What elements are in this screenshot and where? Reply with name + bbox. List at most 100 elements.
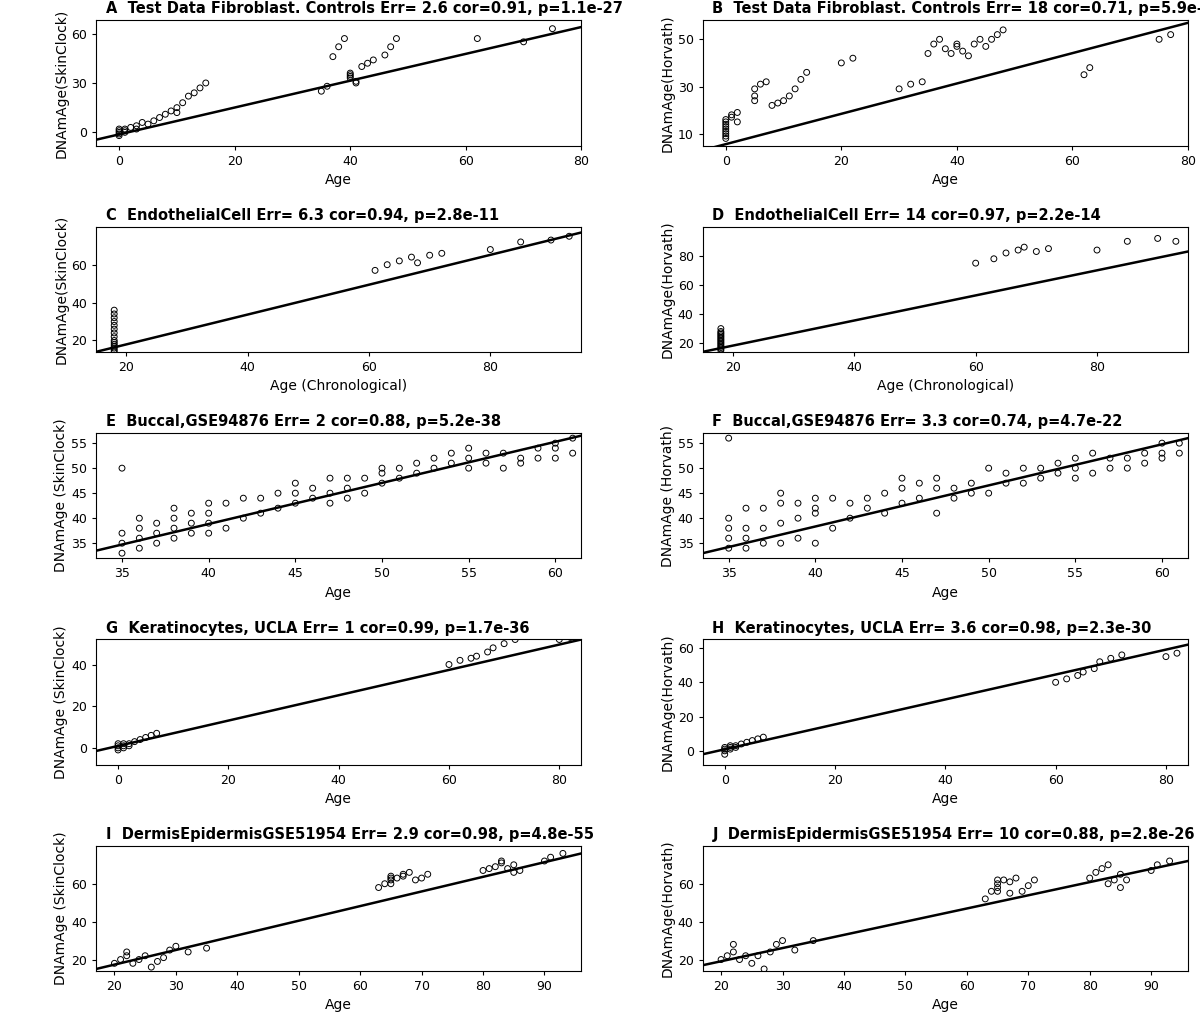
Point	[976, 891, 995, 908]
Point	[546, 450, 565, 466]
Point	[142, 959, 161, 975]
Point	[1014, 475, 1033, 492]
Text: B  Test Data Fibroblast. Controls Err= 18 cor=0.71, p=5.9e-12: B Test Data Fibroblast. Controls Err= 18…	[713, 1, 1200, 16]
Point	[788, 530, 808, 547]
Point	[104, 314, 124, 330]
Point	[347, 74, 366, 90]
Point	[164, 500, 184, 516]
Point	[785, 942, 804, 959]
Point	[136, 947, 155, 964]
Point	[179, 943, 198, 960]
Point	[130, 520, 149, 537]
Point	[712, 332, 731, 349]
Point	[181, 515, 200, 531]
Text: H  Keratinocytes, UCLA Err= 3.6 cor=0.98, p=2.3e-30: H Keratinocytes, UCLA Err= 3.6 cor=0.98,…	[713, 620, 1152, 636]
Point	[1098, 856, 1117, 873]
Point	[528, 450, 547, 466]
Point	[104, 317, 124, 333]
Point	[996, 245, 1015, 262]
Point	[115, 121, 134, 137]
Point	[1092, 861, 1111, 877]
Point	[727, 113, 746, 130]
Point	[712, 325, 731, 341]
Point	[832, 55, 851, 72]
Point	[442, 455, 461, 471]
Point	[341, 66, 360, 83]
Point	[468, 31, 487, 47]
Point	[858, 490, 877, 506]
Point	[716, 124, 736, 140]
Point	[788, 510, 808, 526]
Point	[120, 738, 139, 754]
Point	[716, 130, 736, 146]
Point	[918, 45, 937, 61]
Point	[1001, 874, 1020, 890]
Point	[928, 505, 947, 521]
Point	[749, 731, 768, 747]
Point	[1001, 885, 1020, 901]
Point	[773, 932, 792, 948]
Point	[754, 500, 773, 516]
Point	[179, 88, 198, 104]
Point	[901, 76, 920, 92]
Point	[712, 333, 731, 350]
Point	[1184, 640, 1200, 656]
Point	[1152, 450, 1171, 466]
Point	[1090, 654, 1109, 670]
Point	[104, 310, 124, 326]
Point	[1086, 865, 1105, 881]
Y-axis label: DNAmAge (SkinClock): DNAmAge (SkinClock)	[54, 419, 68, 572]
Point	[979, 460, 998, 476]
Point	[966, 254, 985, 271]
Point	[199, 495, 218, 511]
Point	[382, 868, 401, 884]
Point	[754, 536, 773, 552]
Point	[394, 868, 413, 884]
Point	[1085, 660, 1104, 677]
Point	[797, 64, 816, 81]
Point	[786, 81, 805, 97]
Point	[425, 460, 444, 476]
Point	[913, 74, 932, 90]
Point	[840, 510, 859, 526]
Point	[988, 883, 1007, 899]
Point	[751, 76, 770, 92]
Point	[494, 636, 514, 652]
Point	[875, 485, 894, 502]
Point	[148, 525, 167, 542]
Point	[541, 849, 560, 866]
Point	[1117, 460, 1136, 476]
Point	[269, 485, 288, 502]
Point	[335, 31, 354, 47]
Point	[1014, 460, 1033, 476]
Point	[737, 530, 756, 547]
Point	[113, 460, 132, 476]
Point	[504, 865, 523, 881]
Point	[337, 470, 356, 486]
Point	[772, 536, 791, 552]
Point	[1100, 460, 1120, 476]
Text: D  EndothelialCell Err= 14 cor=0.97, p=2.2e-14: D EndothelialCell Err= 14 cor=0.97, p=2.…	[713, 207, 1102, 223]
Point	[148, 515, 167, 531]
Point	[743, 733, 762, 749]
Point	[109, 123, 128, 139]
Point	[185, 85, 204, 101]
X-axis label: Age: Age	[932, 173, 959, 187]
Point	[727, 104, 746, 121]
Point	[148, 954, 167, 970]
Point	[772, 515, 791, 531]
Point	[805, 505, 824, 521]
Point	[481, 241, 500, 258]
Point	[104, 343, 124, 360]
Point	[910, 490, 929, 506]
Point	[577, 625, 596, 642]
Point	[716, 121, 736, 137]
Point	[120, 736, 139, 752]
Point	[320, 470, 340, 486]
Point	[286, 495, 305, 511]
Point	[959, 48, 978, 64]
Y-axis label: DNAmAge(Horvath): DNAmAge(Horvath)	[661, 14, 674, 152]
Point	[442, 445, 461, 461]
Point	[142, 728, 161, 744]
Point	[492, 854, 511, 871]
